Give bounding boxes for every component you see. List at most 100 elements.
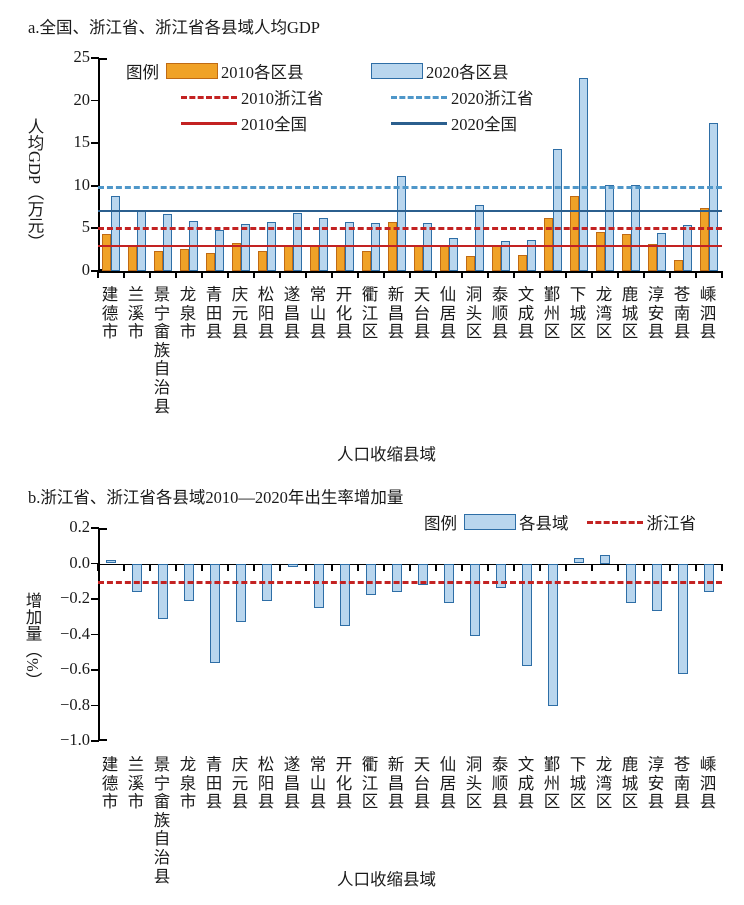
bar-2010各区县-文成县 (517, 254, 527, 271)
x-tick (279, 563, 281, 571)
y-axis-top-cap (98, 58, 107, 60)
y-tick-label: 15 (73, 132, 91, 152)
x-tick-label: 仙居县 (439, 755, 457, 812)
bar-2010各区县-淳安县 (647, 243, 657, 271)
bar-各县域-苍南县 (678, 563, 688, 674)
x-tick-label: 常山县 (309, 285, 327, 342)
x-tick (513, 563, 515, 571)
y-tick (91, 142, 99, 144)
x-tick-label: 景宁畲族自治县 (153, 755, 171, 886)
x-tick-label: 泰顺县 (491, 755, 509, 812)
x-tick-label: 开化县 (335, 755, 353, 812)
x-tick-label: 洞头区 (465, 285, 483, 342)
y-tick (91, 184, 99, 187)
x-tick-label: 衢江区 (361, 285, 379, 342)
x-tick-label: 新昌县 (387, 755, 405, 812)
y-tick (91, 527, 99, 529)
panel-a-legend: 图例 2010各区县 2020各区县 2010浙江省 2020浙江省 2010全… (126, 58, 534, 136)
bar-2010各区县-庆元县 (231, 242, 241, 271)
x-tick (565, 271, 567, 278)
x-tick-label: 衢江区 (361, 755, 379, 812)
legend-label-counties: 各县域 (519, 514, 569, 533)
reference-line-浙江省 (98, 581, 722, 585)
x-tick (721, 563, 723, 571)
bar-各县域-庆元县 (236, 563, 246, 623)
bar-2010各区县-嵊泗县 (699, 207, 709, 271)
legend-label-2010-zhejiang: 2010浙江省 (241, 89, 324, 108)
y-tick (91, 704, 99, 707)
bar-2020各区县-庆元县 (240, 224, 251, 271)
x-tick (565, 563, 567, 571)
x-tick-label: 文成县 (517, 755, 535, 812)
bar-2010各区县-鄞州区 (543, 218, 553, 271)
x-tick (175, 271, 177, 278)
y-tick-label: 10 (73, 174, 91, 194)
bar-2010各区县-天台县 (413, 244, 423, 271)
legend-line-2020-zhejiang (391, 95, 447, 99)
x-tick (383, 563, 385, 571)
x-tick-label: 开化县 (335, 285, 353, 342)
x-tick-label: 鹿城区 (621, 285, 639, 342)
y-tick-label: 25 (73, 47, 91, 66)
x-tick-label: 洞头区 (465, 755, 483, 812)
bar-各县域-嵊泗县 (704, 563, 714, 592)
y-tick-label: 0.0 (69, 552, 90, 572)
x-tick (721, 271, 723, 278)
bar-2020各区县-建德市 (110, 196, 121, 271)
x-tick-label: 龙湾区 (595, 285, 613, 342)
x-tick (435, 271, 437, 278)
panel-a-xlabel: 人口收缩县域 (337, 445, 436, 464)
reference-line-2020浙江省 (98, 185, 722, 189)
bar-各县域-天台县 (418, 563, 428, 585)
x-tick (331, 271, 333, 278)
x-tick-label: 鹿城区 (621, 755, 639, 812)
x-tick-label: 龙泉市 (179, 755, 197, 812)
x-tick-label: 遂昌县 (283, 755, 301, 812)
x-tick (669, 271, 671, 278)
bar-2010各区县-龙湾区 (595, 231, 605, 271)
bar-各县域-鄞州区 (548, 563, 558, 706)
bar-各县域-淳安县 (652, 563, 662, 612)
legend-title-a: 图例 (126, 63, 159, 82)
x-tick-label: 仙居县 (439, 285, 457, 342)
y-tick-label: 20 (73, 89, 91, 109)
x-tick (539, 271, 541, 278)
bar-各县域-泰顺县 (496, 563, 506, 589)
x-tick (591, 271, 593, 278)
panel-b-xlabel: 人口收缩县域 (337, 870, 436, 889)
y-tick (91, 562, 99, 565)
legend-label-2020-counties: 2020各区县 (426, 63, 509, 82)
y-tick (91, 270, 99, 272)
bar-2010各区县-衢江区 (361, 250, 371, 271)
bar-2010各区县-鹿城区 (621, 234, 631, 271)
x-tick-label: 苍南县 (673, 755, 691, 812)
reference-line-2020全国 (98, 209, 722, 212)
y-tick-label: −0.2 (60, 588, 90, 607)
x-tick (695, 271, 697, 278)
x-tick (513, 271, 515, 278)
x-tick-label: 天台县 (413, 285, 431, 342)
bar-2010各区县-松阳县 (257, 250, 267, 271)
bar-2010各区县-苍南县 (673, 259, 683, 271)
legend-label-2010-counties: 2010各区县 (221, 63, 304, 82)
bar-2020各区县-文成县 (526, 240, 537, 271)
bar-2010各区县-仙居县 (439, 245, 449, 271)
x-tick (487, 563, 489, 571)
x-tick (123, 563, 125, 571)
x-tick-label: 兰溪市 (127, 755, 145, 812)
x-tick (357, 563, 359, 571)
legend-label-2020-zhejiang: 2020浙江省 (451, 89, 534, 108)
bar-各县域-常山县 (314, 563, 324, 608)
x-tick (201, 563, 203, 571)
panel-b-ylabel: 增加量（%） (23, 592, 42, 689)
bar-2010各区县-常山县 (309, 245, 319, 271)
bar-2010各区县-兰溪市 (127, 244, 137, 271)
bar-2010各区县-洞头区 (465, 255, 475, 271)
y-tick (91, 227, 99, 230)
y-tick (91, 57, 99, 59)
x-tick (253, 271, 255, 278)
bar-2020各区县-淳安县 (656, 232, 667, 271)
x-tick (409, 271, 411, 278)
